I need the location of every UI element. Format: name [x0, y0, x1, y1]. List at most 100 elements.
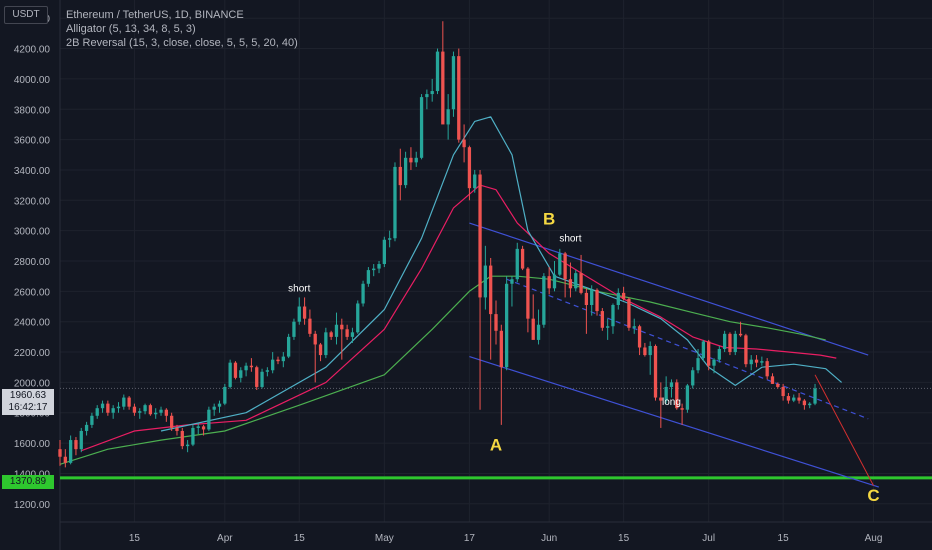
candle-body	[717, 349, 721, 360]
x-tick-label: 15	[618, 533, 630, 544]
candle-body	[802, 400, 807, 406]
candle-body	[558, 253, 562, 275]
candle-body	[361, 283, 365, 304]
candle-body	[143, 405, 147, 412]
candle-body	[738, 333, 743, 336]
candle-body	[196, 426, 200, 428]
signal-label: long	[662, 397, 681, 408]
candle-body	[239, 370, 243, 378]
candle-body	[685, 385, 690, 410]
candle-body	[786, 396, 791, 401]
wave-label: C	[867, 486, 879, 505]
candle-body	[63, 456, 67, 463]
signal-label: short	[288, 283, 310, 294]
candle-body	[419, 97, 424, 158]
indicator-2b-reversal-label[interactable]: 2B Reversal (15, 3, close, close, 5, 5, …	[66, 37, 298, 49]
candle-body	[781, 386, 785, 397]
x-tick-label: Apr	[217, 533, 233, 544]
candle-body	[483, 265, 488, 298]
candle-body	[106, 403, 110, 413]
candle-body	[760, 361, 764, 363]
candle-body	[653, 345, 658, 398]
candle-body	[233, 362, 238, 378]
candle-body	[90, 415, 94, 425]
candle-body	[536, 324, 541, 340]
symbol-title[interactable]: Ethereum / TetherUS, 1D, BINANCE	[66, 9, 244, 21]
candle-body	[292, 321, 296, 337]
candle-body	[574, 273, 578, 289]
candle-body	[435, 51, 440, 92]
candle-body	[595, 289, 599, 312]
alligator-teeth-line	[81, 184, 837, 452]
candle-body	[308, 318, 312, 334]
candle-body	[79, 430, 83, 450]
candle-body	[425, 94, 429, 98]
candle-body	[606, 326, 610, 328]
candle-body	[637, 326, 642, 348]
candle-body	[265, 370, 270, 372]
candle-body	[489, 265, 493, 315]
candle-body	[531, 318, 535, 340]
candle-body	[228, 362, 232, 387]
support-level-tag: 1370.89	[2, 475, 54, 489]
candle-body	[271, 359, 275, 371]
candle-body	[552, 274, 557, 289]
candle-body	[382, 239, 386, 265]
candle-body	[600, 311, 604, 328]
candle-body	[138, 411, 142, 413]
candle-body	[100, 403, 105, 409]
y-tick-label: 3200.00	[14, 196, 51, 207]
candle-body	[808, 403, 812, 406]
candle-body	[366, 270, 371, 284]
x-tick-label: 17	[464, 533, 476, 544]
candle-body	[249, 365, 254, 368]
candle-body	[217, 403, 222, 407]
x-tick-label: May	[375, 533, 394, 544]
candle-body	[74, 440, 78, 450]
candle-body	[281, 356, 285, 362]
candle-body	[350, 332, 355, 337]
candle-body	[58, 449, 62, 457]
candle-body	[467, 147, 472, 189]
currency-badge[interactable]: USDT	[4, 6, 48, 24]
candle-body	[494, 314, 498, 331]
candle-body	[813, 388, 817, 404]
candle-body	[632, 326, 636, 328]
candle-body	[201, 426, 206, 430]
candle-body	[499, 330, 503, 368]
candle-body	[722, 333, 727, 350]
candle-body	[446, 109, 450, 125]
candle-body	[765, 361, 769, 377]
candle-body	[127, 397, 131, 407]
candle-body	[659, 397, 663, 401]
candle-body	[473, 174, 477, 189]
wave-label: B	[543, 210, 555, 229]
y-tick-label: 1200.00	[14, 500, 51, 511]
candle-body	[504, 283, 509, 368]
candle-body	[345, 329, 349, 337]
candle-body	[510, 279, 514, 284]
y-tick-label: 3400.00	[14, 166, 51, 177]
indicator-alligator-label[interactable]: Alligator (5, 13, 34, 8, 5, 3)	[66, 23, 196, 35]
candle-body	[340, 324, 344, 330]
candle-body	[68, 440, 73, 463]
y-tick-label: 1400.00	[14, 469, 51, 480]
candle-body	[696, 358, 700, 371]
candle-body	[728, 333, 732, 353]
candle-body	[276, 359, 280, 362]
candle-body	[148, 405, 153, 415]
candle-body	[621, 292, 626, 299]
candle-body	[260, 371, 264, 387]
candle-body	[664, 386, 668, 401]
y-tick-label: 1600.00	[14, 439, 51, 450]
candle-body	[579, 273, 583, 293]
candle-body	[462, 139, 466, 148]
candle-body	[563, 253, 567, 280]
candle-body	[526, 268, 530, 319]
candle-body	[180, 430, 184, 447]
y-tick-label: 4000.00	[14, 75, 51, 86]
candle-body	[749, 359, 753, 365]
candle-body	[754, 359, 759, 363]
x-tick-label: Aug	[865, 533, 883, 544]
